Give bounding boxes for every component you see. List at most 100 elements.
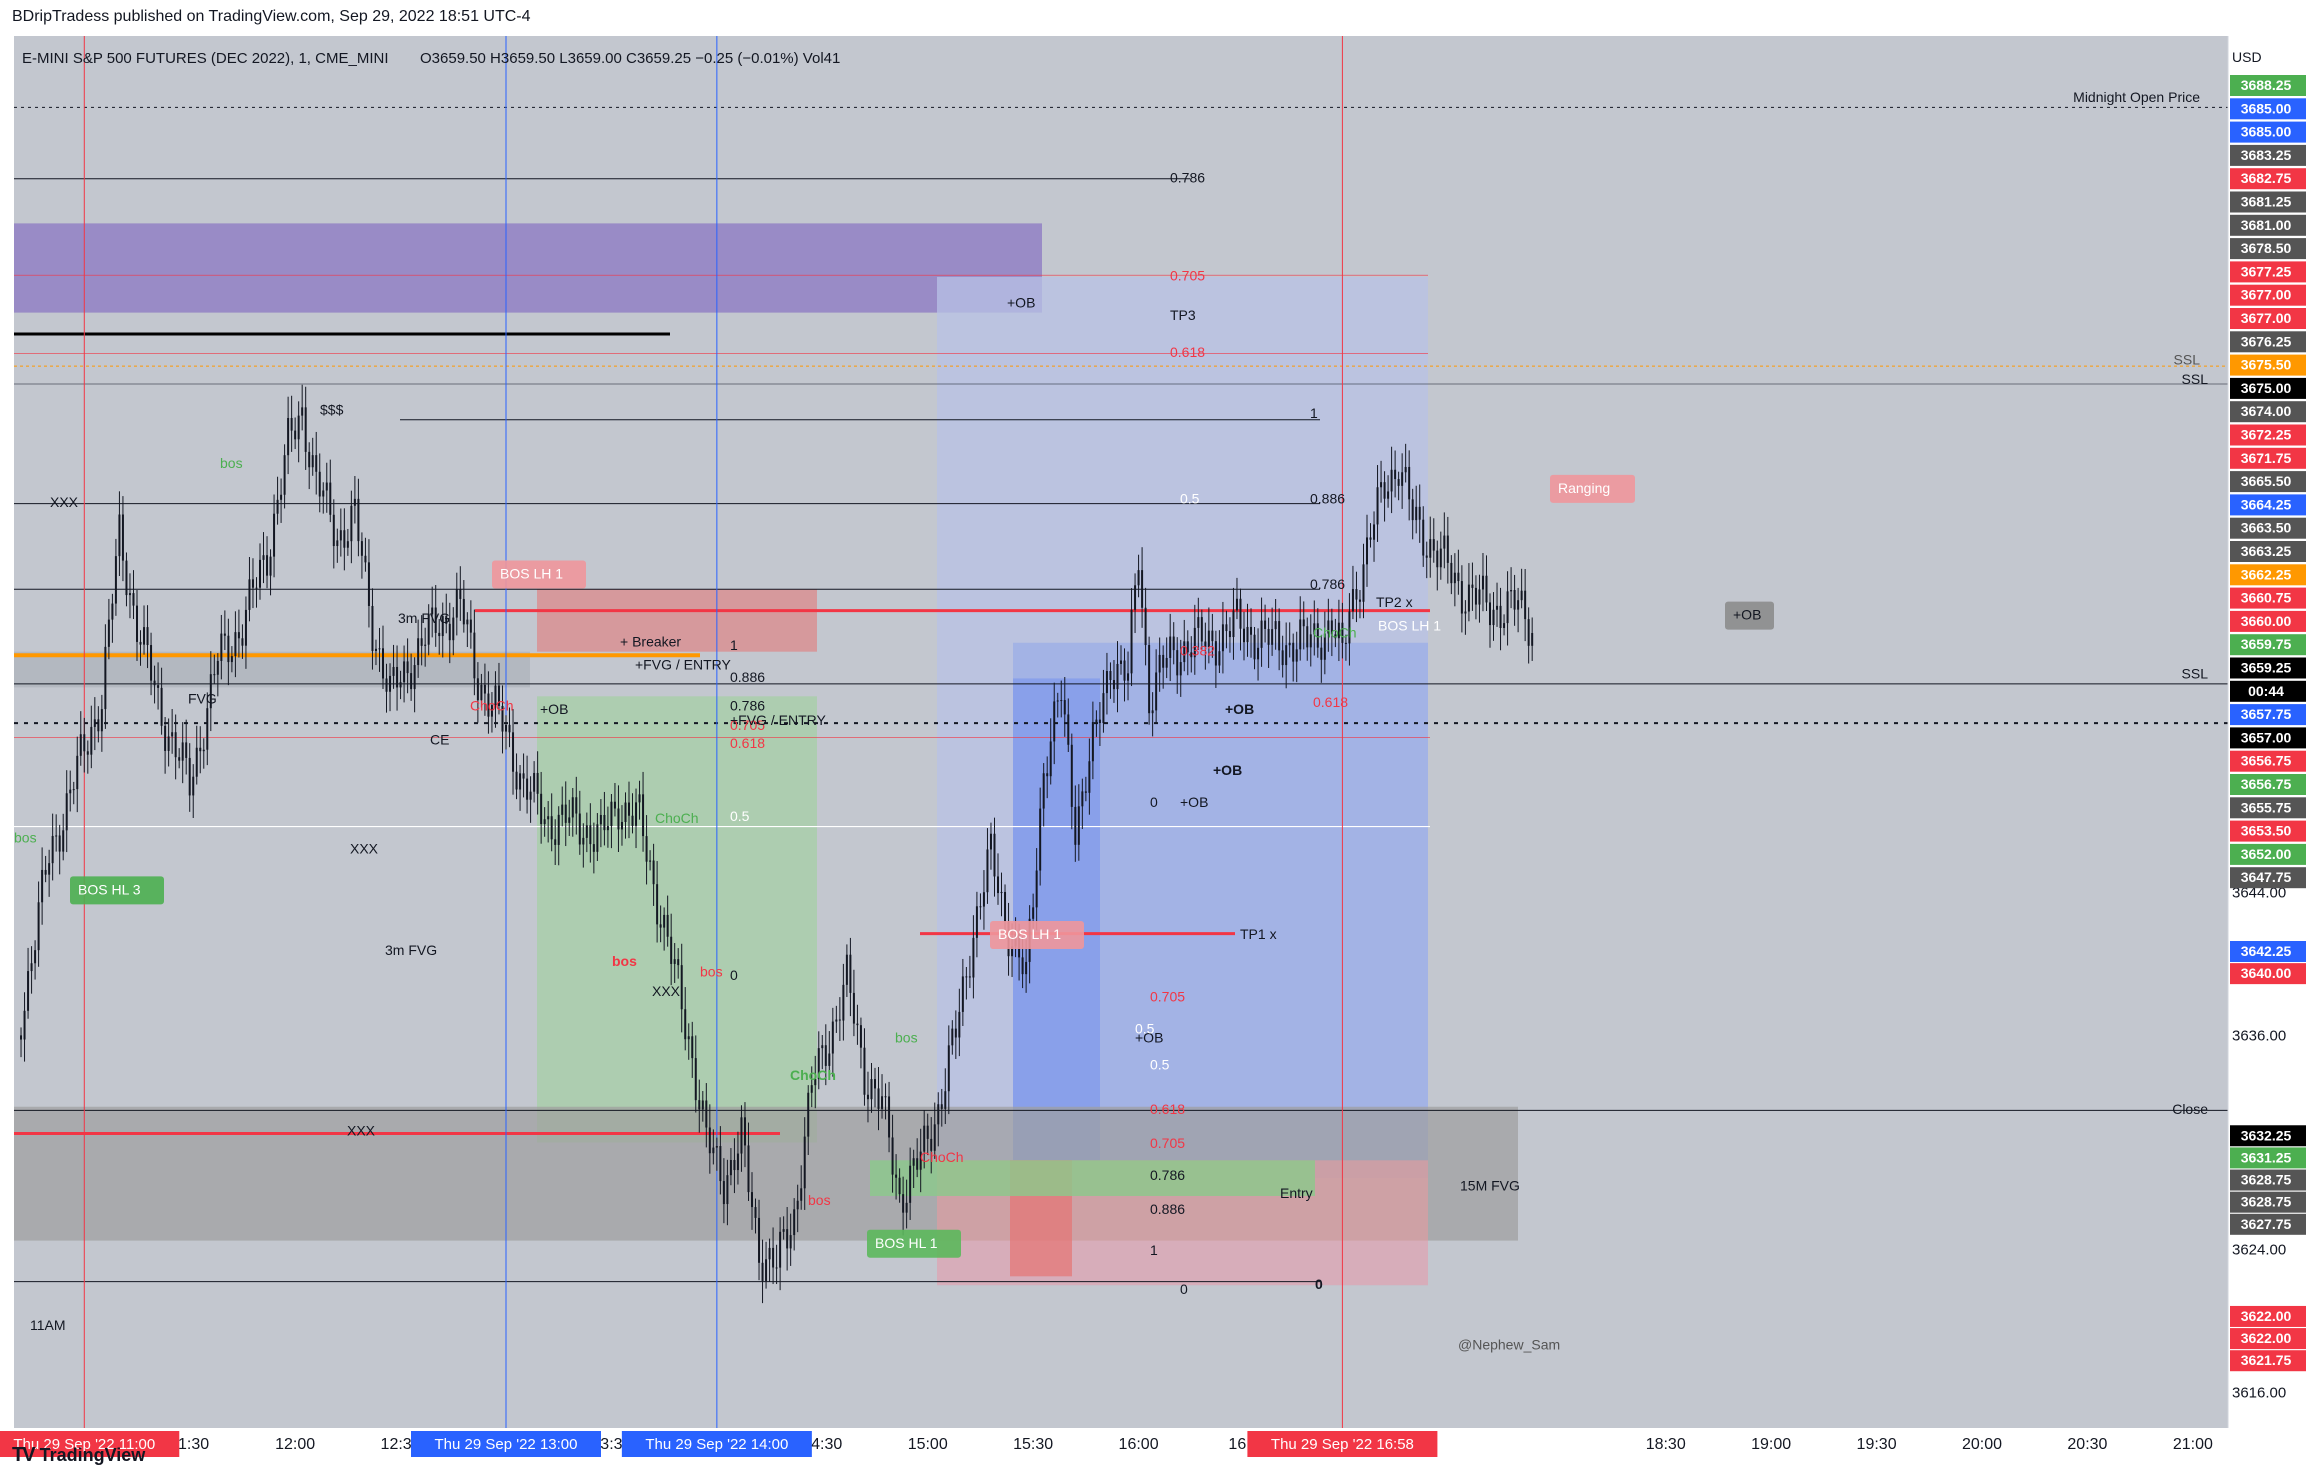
time-tick: 16:00 [1119,1436,1159,1453]
price-label: 3647.75 [2241,869,2292,885]
candle-body [322,490,325,497]
candle-body [722,1181,725,1205]
candle-body [620,821,623,830]
candle-body [564,804,567,823]
long-entry-zone[interactable] [1013,678,1100,1161]
candle-body [146,627,149,646]
candle-body [779,1231,782,1268]
time-tick: 20:30 [2067,1436,2107,1453]
time-tick: 15:00 [908,1436,948,1453]
candle-body [1288,642,1291,646]
chart-annotation: + Breaker [620,633,681,649]
candle-body [645,836,648,862]
entry-green-zone[interactable] [870,1160,1315,1196]
candle-body [972,937,975,978]
candle-body [835,1019,838,1022]
candle-body [814,1079,817,1086]
candle-body [1309,634,1312,648]
chart-annotation: bos [808,1192,831,1208]
candle-body [287,417,290,456]
candle-body [1039,808,1042,871]
candle-body [1474,587,1477,605]
candle-body [1330,620,1333,635]
price-label: 3659.75 [2241,636,2292,652]
candle-body [1214,641,1217,666]
candle-body [1401,472,1404,486]
purple-ob-zone[interactable] [14,223,1042,313]
candle-body [90,726,93,755]
candle-body [1418,506,1421,520]
candle-body [754,1207,757,1218]
candle-body [248,579,251,610]
candle-body [339,530,342,541]
candle-body [1313,623,1316,635]
candle-body [41,869,44,903]
candle-body [1067,714,1070,745]
chart-annotation: +FVG / ENTRY [635,657,731,673]
candle-body [178,757,181,761]
candle-body [132,593,135,606]
green-fvg-zone[interactable] [537,696,817,1143]
candle-body [406,661,409,674]
candle-body [1112,680,1115,690]
candle-body [515,771,518,790]
candle-body [884,1096,887,1098]
price-label: 3652.00 [2241,846,2292,862]
candle-body [188,757,191,796]
chart-annotation: +OB [1007,294,1035,310]
candle-body [153,680,156,686]
candle-body [62,830,65,852]
candle-body [1250,626,1253,635]
candle-body [301,407,304,416]
chart-annotation: 0.705 [1170,267,1205,283]
candle-body [923,1125,926,1152]
candle-body [677,959,680,966]
candle-body [1260,620,1263,648]
candle-body [431,607,434,615]
candle-body [1499,605,1502,629]
chart-annotation: +OB [1213,762,1242,778]
candle-body [1520,590,1523,601]
chart-annotation: TP2 x [1376,594,1413,610]
candle-body [694,1058,697,1101]
price-label-bg [2230,963,2306,985]
candle-body [642,794,645,837]
gray-consolidation-zone[interactable] [14,651,530,688]
candle-body [1531,632,1534,646]
candle-body [241,638,244,646]
candle-body [1408,466,1411,500]
candle-body [596,824,599,852]
candle-body [1190,652,1193,658]
chart-annotation: Ranging [1558,480,1610,496]
candle-body [389,675,392,692]
bearish-ob-zone[interactable] [537,589,817,652]
candle-body [483,684,486,694]
candle-body [1327,620,1330,634]
chart-annotation: 0.786 [730,698,765,714]
candle-body [1443,535,1446,549]
candle-body [213,674,216,676]
tradingview-logo-icon: TV [12,1444,36,1466]
candle-body [1517,600,1520,610]
candle-body [1218,651,1221,666]
candle-body [701,1100,704,1110]
time-axis[interactable] [0,1428,2228,1460]
candle-body [315,455,318,472]
candle-body [708,1127,711,1154]
chart-annotation: 0.705 [730,717,765,733]
price-label-bg [2230,447,2306,469]
price-label-bg [2230,704,2306,726]
chart-annotation: 3m FVG [398,610,450,626]
candle-body [329,482,332,515]
candle-body [497,685,500,706]
candle-body [993,833,996,877]
candle-body [385,678,388,692]
candle-body [1492,609,1495,626]
candle-body [803,1136,806,1189]
candle-body [536,772,539,794]
chart-annotation: +OB [1180,794,1208,810]
candle-body [866,1094,869,1100]
price-label: 3677.25 [2241,263,2292,279]
candle-body [23,1010,26,1040]
